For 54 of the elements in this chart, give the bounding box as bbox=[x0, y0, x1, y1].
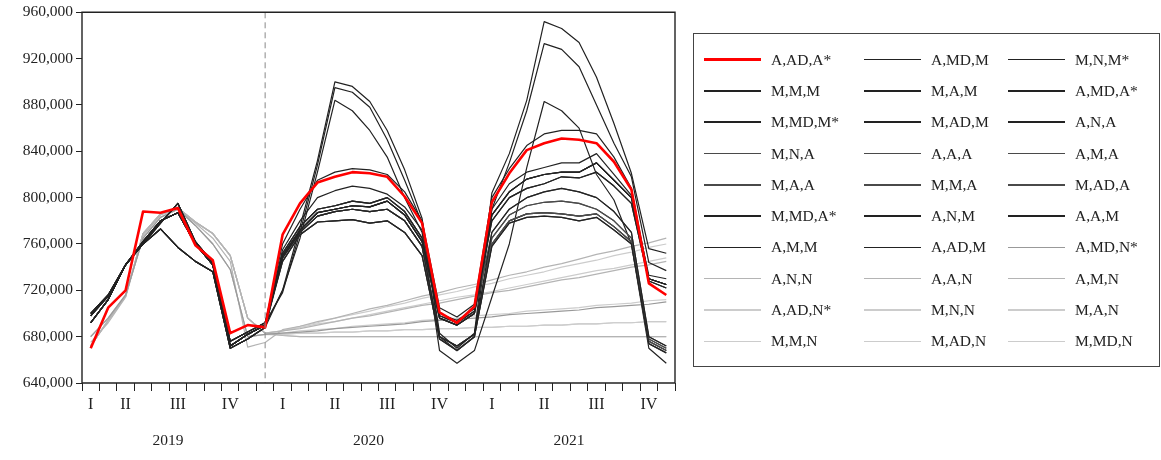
y-tick-label: 720,000 bbox=[22, 280, 74, 298]
legend-label: A,MD,A* bbox=[1075, 81, 1138, 100]
y-tick-label: 640,000 bbox=[22, 373, 74, 391]
text: 2020 bbox=[353, 431, 385, 449]
legend-label: A,AD,M bbox=[931, 238, 987, 257]
y-tick-label: 880,000 bbox=[22, 95, 74, 113]
legend-label: A,AD,A* bbox=[771, 50, 832, 69]
x-tick-label: III bbox=[588, 394, 605, 412]
legend-label: M,M,N bbox=[771, 332, 818, 351]
x-tick-label: I bbox=[279, 394, 286, 412]
legend-label: M,N,N bbox=[931, 301, 975, 320]
legend-label: M,A,M bbox=[931, 81, 978, 100]
legend-label: A,A,N bbox=[931, 269, 973, 288]
x-tick-label: II bbox=[538, 394, 550, 412]
legend-label: M,AD,N bbox=[931, 332, 987, 351]
x-tick-label: III bbox=[379, 394, 396, 412]
legend-label: A,A,A bbox=[931, 144, 973, 163]
x-tick-label: II bbox=[329, 394, 341, 412]
text: 2021 bbox=[553, 431, 585, 449]
legend-label: A,M,M bbox=[771, 238, 818, 257]
legend-label: A,N,M bbox=[931, 207, 975, 226]
text: 2019 bbox=[152, 431, 184, 449]
legend-label: A,N,A bbox=[1075, 113, 1117, 132]
legend-label: M,A,A bbox=[771, 175, 815, 194]
x-tick-label: IV bbox=[640, 394, 658, 412]
x-tick-label: II bbox=[120, 394, 131, 412]
y-tick-label: 680,000 bbox=[22, 326, 74, 344]
legend-label: M,N,M* bbox=[1075, 50, 1130, 69]
x-tick-label: IV bbox=[221, 394, 240, 412]
legend-label: M,M,A bbox=[931, 175, 978, 194]
legend-label: M,M,M bbox=[771, 81, 821, 100]
y-tick-label: 960,000 bbox=[22, 2, 74, 20]
legend-label: M,AD,A bbox=[1075, 175, 1131, 194]
legend-label: A,MD,M bbox=[931, 50, 989, 69]
legend-label: A,AD,N* bbox=[771, 301, 832, 320]
y-tick-label: 760,000 bbox=[22, 234, 74, 252]
legend-label: M,MD,A* bbox=[771, 207, 837, 226]
legend-label: M,N,A bbox=[771, 144, 815, 163]
x-tick-label: I bbox=[489, 394, 495, 412]
y-tick-label: 800,000 bbox=[22, 187, 74, 205]
legend-label: M,MD,N bbox=[1075, 332, 1133, 351]
y-tick-label: 920,000 bbox=[22, 48, 74, 66]
legend-label: A,N,N bbox=[771, 269, 813, 288]
x-tick-label: III bbox=[169, 394, 186, 412]
legend-label: M,MD,M* bbox=[771, 113, 840, 132]
legend-label: M,A,N bbox=[1075, 301, 1119, 320]
x-tick-label: IV bbox=[431, 394, 449, 412]
x-tick-label: I bbox=[88, 394, 94, 412]
y-tick-label: 840,000 bbox=[22, 141, 74, 159]
legend-label: M,AD,M bbox=[931, 113, 989, 132]
legend-label: A,M,A bbox=[1075, 144, 1119, 163]
legend-label: A,MD,N* bbox=[1075, 238, 1138, 257]
legend-label: A,A,M bbox=[1075, 207, 1119, 226]
legend-label: A,M,N bbox=[1075, 269, 1119, 288]
